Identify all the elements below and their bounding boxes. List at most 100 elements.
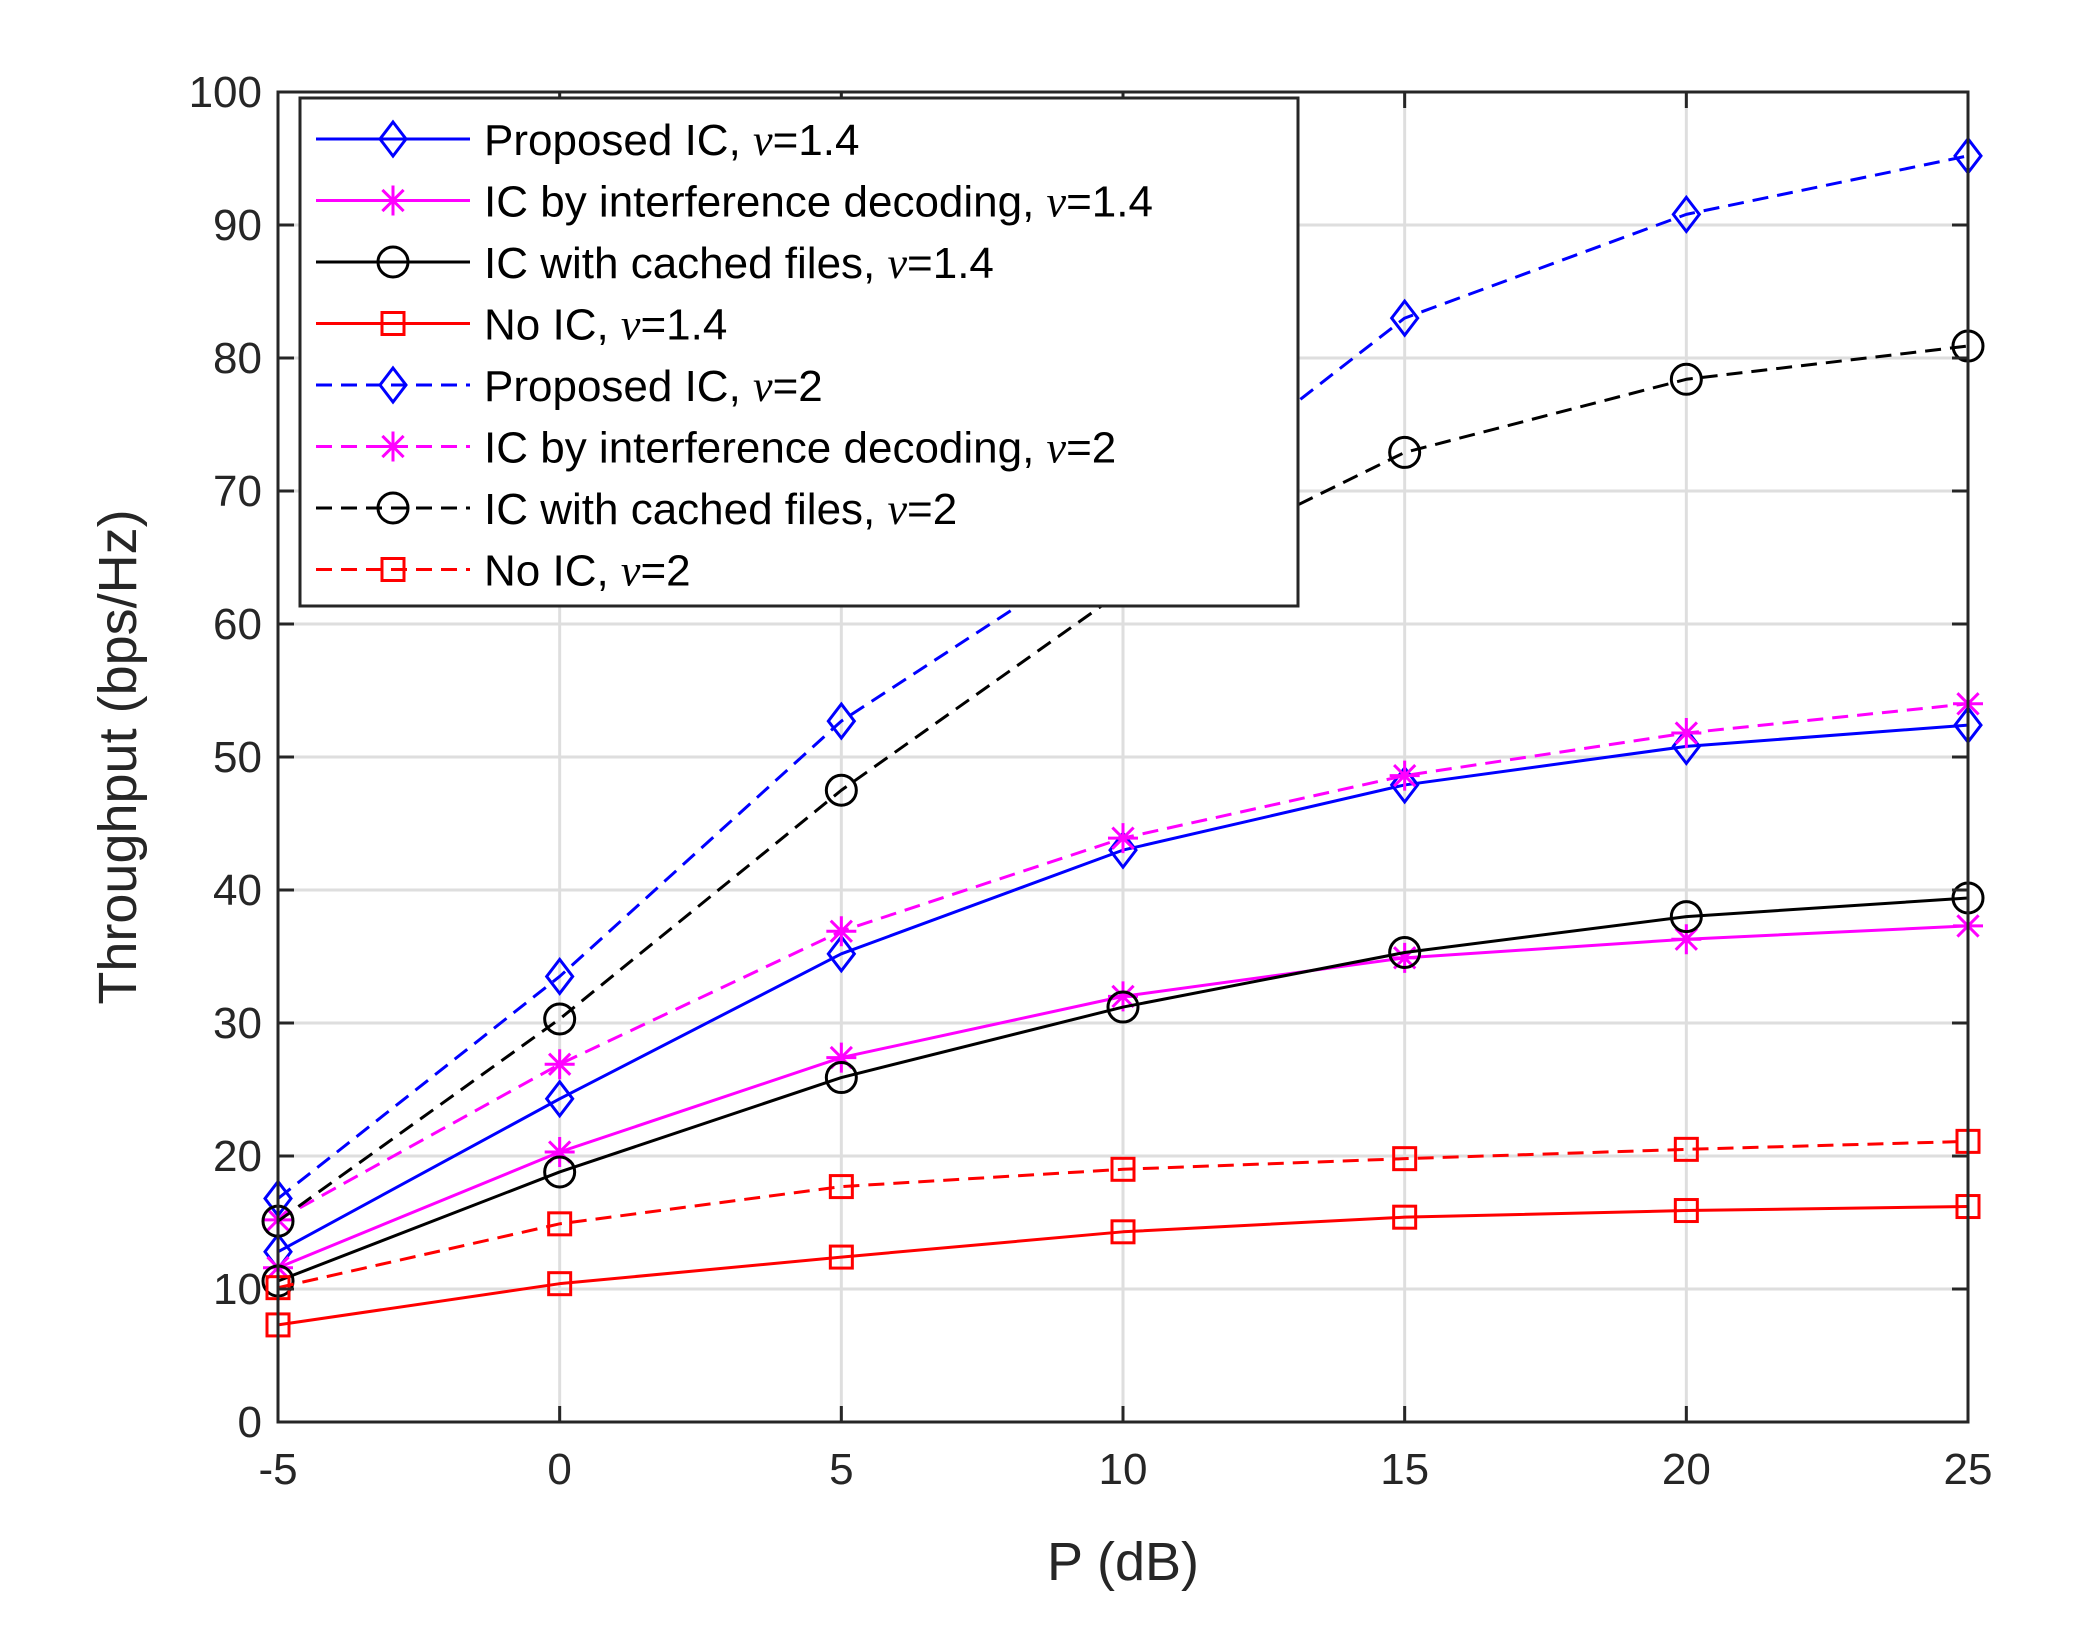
- data-point: [1671, 194, 1702, 234]
- data-point: [1389, 765, 1420, 805]
- legend-nu-symbol: ν: [1047, 424, 1067, 473]
- legend-nu-symbol: ν: [753, 116, 773, 165]
- legend-entry: IC by interference decoding, ν=1.4: [316, 178, 1153, 227]
- data-point: [1673, 1136, 1699, 1162]
- data-point: [543, 1002, 577, 1036]
- legend-nu-symbol: ν: [621, 547, 641, 596]
- series-4: [265, 1194, 1981, 1338]
- x-axis-label: P (dB): [1047, 1532, 1199, 1592]
- data-point: [824, 1061, 858, 1095]
- y-tick-label: 90: [213, 201, 262, 250]
- legend-label: Proposed IC, ν=2: [484, 362, 823, 411]
- data-point: [1388, 435, 1422, 469]
- legend-nu-symbol: ν: [753, 362, 773, 411]
- legend-nu-value: =2: [773, 362, 823, 411]
- data-point: [1389, 298, 1420, 338]
- data-point: [1108, 823, 1138, 854]
- x-tick-label: 0: [547, 1445, 571, 1494]
- data-point: [1669, 362, 1703, 396]
- y-tick-label: 10: [213, 1265, 262, 1314]
- legend-label: IC with cached files, ν=2: [484, 485, 957, 534]
- legend-label-text: Proposed IC,: [484, 116, 753, 165]
- y-axis-label: Throughput (bps/Hz): [88, 509, 148, 1004]
- data-point: [1389, 942, 1420, 973]
- data-point: [1392, 1204, 1418, 1230]
- x-tick-label: 20: [1662, 1445, 1711, 1494]
- legend-label-text: No IC,: [484, 301, 621, 350]
- legend-marker: [376, 491, 410, 525]
- legend-label: No IC, ν=1.4: [484, 301, 727, 350]
- x-tick-label: 5: [829, 1445, 853, 1494]
- legend-marker: [378, 431, 408, 462]
- legend-label-text: Proposed IC,: [484, 362, 753, 411]
- data-point: [826, 701, 857, 741]
- y-tick-label: 100: [189, 68, 262, 117]
- data-point: [1108, 830, 1138, 870]
- data-point: [1671, 924, 1702, 955]
- legend-entry: Proposed IC, ν=2: [316, 362, 823, 411]
- data-point: [826, 1042, 857, 1073]
- y-tick-label: 40: [213, 866, 262, 915]
- y-tick-label: 70: [213, 467, 262, 516]
- data-point: [1110, 1156, 1136, 1182]
- data-point: [1671, 718, 1702, 749]
- data-point: [1106, 990, 1140, 1024]
- data-point: [547, 1271, 573, 1297]
- x-tick-label: 15: [1380, 1445, 1429, 1494]
- legend-nu-value: =1.4: [773, 116, 860, 165]
- data-point: [1392, 1146, 1418, 1172]
- data-point: [828, 1244, 854, 1270]
- legend-label-text: IC by interference decoding,: [484, 424, 1047, 473]
- legend-entry: IC with cached files, ν=1.4: [316, 239, 994, 288]
- legend: Proposed IC, ν=1.4IC by interference dec…: [298, 96, 1300, 608]
- x-tick-label: 25: [1944, 1445, 1993, 1494]
- legend-label: IC with cached files, ν=1.4: [484, 239, 994, 288]
- legend-entry: Proposed IC, ν=1.4: [316, 116, 859, 165]
- y-tick-label: 30: [213, 999, 262, 1048]
- data-point: [824, 773, 858, 807]
- series-line: [277, 1139, 1969, 1290]
- data-point: [1110, 1219, 1136, 1245]
- x-tick-label: -5: [258, 1445, 297, 1494]
- data-point: [1108, 981, 1138, 1012]
- legend-marker: [376, 245, 410, 279]
- legend-nu-symbol: ν: [888, 485, 908, 534]
- data-point: [826, 916, 857, 947]
- legend-nu-symbol: ν: [1047, 178, 1067, 227]
- legend-nu-value: =2: [907, 485, 957, 534]
- legend-nu-value: =2: [1066, 424, 1116, 473]
- y-tick-label: 20: [213, 1132, 262, 1181]
- legend-marker: [380, 311, 406, 336]
- legend-label-text: IC with cached files,: [484, 239, 888, 288]
- series-line: [277, 896, 1969, 1283]
- data-point: [1388, 936, 1422, 970]
- legend-nu-value: =1.4: [907, 239, 994, 288]
- y-tick-label: 60: [213, 600, 262, 649]
- legend-nu-symbol: ν: [621, 301, 641, 350]
- legend-marker: [378, 119, 408, 159]
- legend-marker: [378, 185, 408, 216]
- data-point: [826, 934, 857, 974]
- legend-entry: No IC, ν=1.4: [316, 301, 727, 350]
- data-point: [1389, 760, 1420, 791]
- data-point: [544, 1079, 575, 1119]
- legend-marker: [380, 557, 406, 582]
- legend-entry: IC by interference decoding, ν=2: [316, 424, 1116, 473]
- legend-entry: IC with cached files, ν=2: [316, 485, 957, 534]
- data-point: [544, 1137, 575, 1168]
- legend-marker: [378, 365, 408, 405]
- y-tick-label: 80: [213, 334, 262, 383]
- legend-label: No IC, ν=2: [484, 547, 691, 596]
- x-tick-label: 10: [1099, 1445, 1148, 1494]
- legend-nu-value: =1.4: [640, 301, 727, 350]
- legend-nu-value: =1.4: [1066, 178, 1153, 227]
- data-point: [547, 1211, 573, 1237]
- legend-nu-value: =2: [640, 547, 690, 596]
- legend-nu-symbol: ν: [888, 239, 908, 288]
- data-point: [1669, 900, 1703, 934]
- data-point: [544, 956, 575, 996]
- data-point: [1673, 1198, 1699, 1224]
- data-point: [544, 1049, 575, 1080]
